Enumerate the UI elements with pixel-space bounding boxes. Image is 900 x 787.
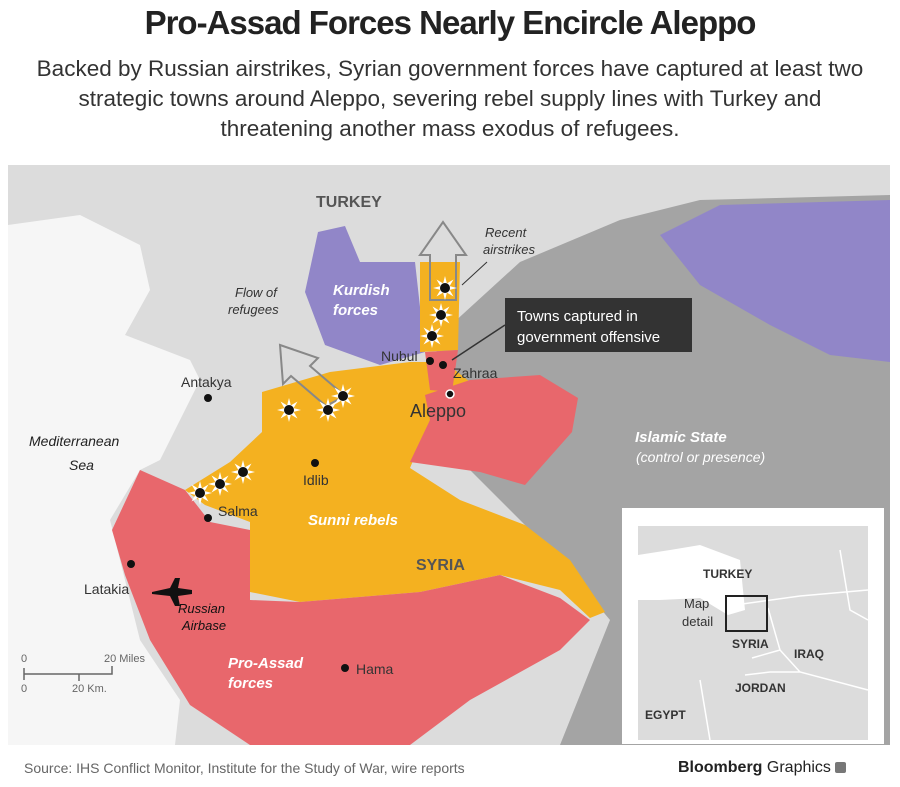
city-idlib: Idlib: [303, 472, 329, 488]
label-assad-1: Pro-Assad: [228, 655, 304, 672]
annotation-airbase-2: Airbase: [181, 618, 226, 633]
city-dot-hama: [341, 664, 349, 672]
label-rebels: Sunni rebels: [308, 512, 398, 529]
inset-turkey: TURKEY: [703, 567, 752, 581]
brand-bold: Bloomberg: [678, 759, 763, 776]
sunni-rebels-region: [185, 262, 605, 618]
source-note: Source: IHS Conflict Monitor, Institute …: [24, 760, 465, 776]
label-sea-2: Sea: [69, 457, 94, 473]
city-dot-salma: [204, 514, 212, 522]
annotation-airbase-1: Russian: [178, 601, 225, 616]
city-antakya: Antakya: [181, 374, 232, 390]
kurdish-region-west: [305, 226, 425, 365]
scale-miles: 20 Miles: [104, 653, 145, 665]
city-aleppo: Aleppo: [410, 401, 466, 421]
scale-km-zero: 0: [21, 683, 27, 695]
label-is-1: Islamic State: [635, 429, 727, 446]
city-salma: Salma: [218, 503, 258, 519]
inset-detail-1: Map: [684, 596, 709, 611]
inset-iraq: IRAQ: [794, 647, 824, 661]
label-assad-2: forces: [228, 675, 273, 692]
subtitle: Backed by Russian airstrikes, Syrian gov…: [36, 56, 864, 141]
city-latakia: Latakia: [84, 581, 129, 597]
label-syria: SYRIA: [416, 557, 465, 574]
callout-text-1: Towns captured in: [517, 308, 638, 325]
annotation-airstrikes-1: Recent: [485, 225, 528, 240]
city-hama: Hama: [356, 661, 394, 677]
scale-km: 20 Km.: [72, 683, 107, 695]
page-title: Pro-Assad Forces Nearly Encircle Aleppo: [144, 4, 757, 41]
inset-jordan: JORDAN: [735, 681, 786, 695]
city-dot-idlib: [311, 459, 319, 467]
city-dot-latakia: [127, 560, 135, 568]
bloomberg-graphics-icon: [835, 762, 847, 773]
brand-graphics: Graphics: [766, 759, 831, 776]
explosion-core: [440, 283, 450, 293]
city-nubul: Nubul: [381, 348, 418, 364]
city-dot-zahraa: [439, 361, 447, 369]
label-kurdish-2: forces: [333, 302, 378, 319]
callout-text-2: government offensive: [517, 329, 660, 346]
explosion-core: [436, 310, 446, 320]
inset-detail-2: detail: [682, 614, 713, 629]
explosion-core: [338, 391, 348, 401]
callout-leader: [451, 324, 506, 361]
scale-bar: [23, 666, 113, 681]
annotation-refugees-1: Flow of: [235, 285, 278, 300]
explosion-core: [195, 488, 205, 498]
sea: [8, 215, 200, 745]
brand: Bloomberg Graphics: [678, 759, 847, 777]
pro-assad-region-aleppo: [410, 350, 578, 485]
refugee-arrow-north: [418, 220, 468, 301]
label-turkey: TURKEY: [316, 194, 382, 211]
scale-miles-zero: 0: [21, 653, 27, 665]
annotation-airstrikes-2: airstrikes: [483, 242, 536, 257]
airstrike-markers: [188, 276, 457, 505]
city-dot-antakya: [204, 394, 212, 402]
inset-map: TURKEY SYRIA IRAQ JORDAN EGYPT Map detai…: [622, 508, 884, 744]
airplane-icon: [152, 578, 192, 606]
city-dots: [127, 357, 455, 672]
inset-syria: SYRIA: [732, 637, 769, 651]
explosion-core: [323, 405, 333, 415]
label-sea-1: Mediterranean: [29, 433, 119, 449]
explosion-core: [284, 405, 294, 415]
city-zahraa: Zahraa: [453, 365, 498, 381]
refugee-arrow-west: [278, 343, 347, 408]
airstrikes-leader: [461, 261, 488, 286]
kurdish-region-east: [660, 200, 890, 362]
explosion-core: [215, 479, 225, 489]
city-dot-aleppo: [445, 389, 455, 399]
city-dot-nubul: [426, 357, 434, 365]
pro-assad-region-west: [112, 470, 590, 745]
label-is-2: (control or presence): [636, 449, 765, 465]
label-kurdish-1: Kurdish: [333, 282, 390, 299]
callout-box: [505, 298, 692, 352]
annotation-refugees-2: refugees: [228, 302, 279, 317]
inset-egypt: EGYPT: [645, 708, 686, 722]
explosion-core: [238, 467, 248, 477]
explosion-core: [427, 331, 437, 341]
